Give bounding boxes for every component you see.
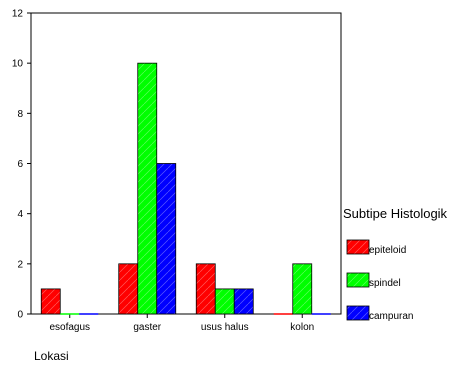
y-axis: 0 2 4 6 8 10 12 — [12, 9, 31, 321]
bar-spindel-kolon — [292, 263, 313, 315]
bars — [40, 62, 331, 315]
y-tick-label: 2 — [17, 259, 23, 270]
legend-label-spindel: spindel — [369, 278, 401, 289]
x-tick-label: esofagus — [49, 322, 90, 333]
legend-title: Subtipe Histologik — [343, 206, 448, 221]
y-tick-label: 10 — [12, 59, 24, 70]
bar-epiteloid-gaster — [118, 263, 139, 315]
bar-epiteloid-usus-halus — [195, 263, 216, 315]
x-tick-label: usus halus — [201, 322, 249, 333]
legend-swatch-spindel — [346, 272, 370, 288]
y-tick-label: 12 — [12, 9, 24, 20]
x-axis: esofagus gaster usus halus kolon — [49, 314, 314, 333]
x-axis-title: Lokasi — [34, 349, 69, 363]
bar-spindel-gaster — [137, 62, 158, 315]
bar-campuran-usus-halus — [233, 288, 254, 315]
bar-campuran-gaster — [156, 163, 177, 315]
x-tick-label: gaster — [133, 322, 161, 333]
y-tick-label: 4 — [17, 209, 23, 220]
legend-swatch-campuran — [346, 305, 370, 321]
legend-label-campuran: campuran — [369, 311, 413, 322]
x-tick-label: kolon — [290, 322, 314, 333]
y-tick-label: 6 — [17, 159, 23, 170]
legend-swatch-epiteloid — [346, 239, 370, 255]
legend: Subtipe Histologik epiteloid spindel campu… — [343, 206, 448, 322]
bar-epiteloid-esofagus — [40, 288, 61, 315]
legend-label-epiteloid: epiteloid — [369, 245, 406, 256]
y-tick-label: 8 — [17, 109, 23, 120]
bar-spindel-usus-halus — [214, 288, 235, 315]
y-tick-label: 0 — [17, 310, 23, 321]
